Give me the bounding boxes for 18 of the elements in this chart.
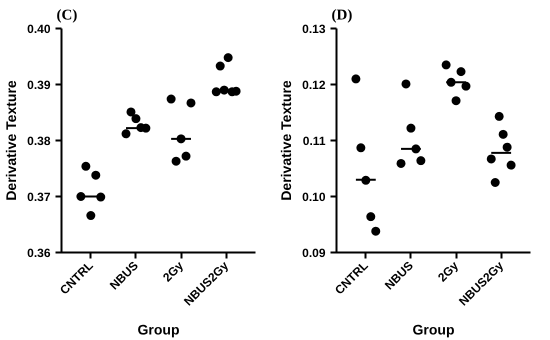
x-axis-title: Group bbox=[412, 321, 455, 338]
y-tick-label: 0.39 bbox=[27, 78, 51, 92]
y-tick-label: 0.37 bbox=[27, 190, 51, 204]
y-tick-label: 0.38 bbox=[27, 134, 51, 148]
chart-title: (C) bbox=[56, 8, 78, 24]
x-tick-label: 2Gy bbox=[160, 258, 186, 284]
chart-title: (D) bbox=[332, 8, 352, 24]
y-tick-label: 0.09 bbox=[302, 246, 326, 260]
y-tick-label: 0.11 bbox=[302, 134, 326, 148]
x-axis-title: Group bbox=[138, 321, 180, 338]
y-axis-title: Derivative Texture bbox=[278, 80, 294, 201]
y-axis-title: Derivative Texture bbox=[3, 80, 20, 201]
y-tick-label: 0.40 bbox=[27, 22, 51, 36]
y-tick-label: 0.36 bbox=[27, 246, 51, 260]
x-tick-label: 2Gy bbox=[435, 258, 462, 284]
y-tick-label: 0.13 bbox=[302, 22, 326, 36]
y-tick-label: 0.12 bbox=[302, 78, 326, 92]
y-tick-label: 0.10 bbox=[302, 190, 326, 204]
